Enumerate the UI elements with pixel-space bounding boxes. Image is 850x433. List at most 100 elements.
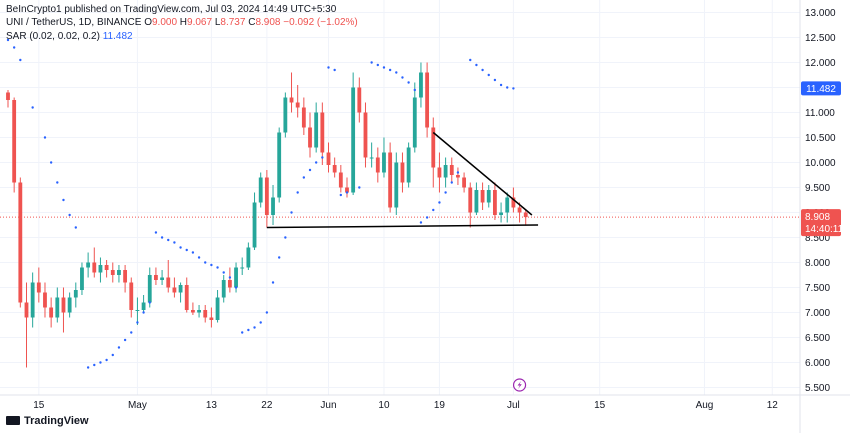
candle (49, 297, 54, 328)
candle (92, 247, 97, 278)
sar-dot (302, 176, 306, 179)
candle (345, 177, 349, 198)
sar-dot (142, 311, 145, 314)
candle (172, 277, 177, 298)
sar-price-tag (801, 81, 841, 96)
sar-label: SAR (0.02, 0.02, 0.2) (6, 31, 100, 42)
candle-body (166, 277, 171, 288)
sar-dot (210, 263, 213, 267)
candle-body (160, 277, 164, 280)
sar-dot (493, 78, 497, 82)
sar-dot (12, 46, 16, 49)
sar-dot (247, 328, 250, 332)
candle-body (55, 297, 60, 318)
sar-dot (333, 68, 336, 72)
sar-dot (148, 301, 151, 304)
x-tick-label: 10 (378, 400, 390, 411)
candle (67, 292, 72, 318)
candle (425, 62, 430, 138)
sar-dot (99, 361, 102, 364)
candle-body (147, 275, 152, 303)
sar-dot (6, 38, 10, 42)
candle-body (203, 310, 208, 318)
sar-legend[interactable]: SAR (0.02, 0.02, 0.2) 11.482 (6, 30, 133, 43)
candle-body (301, 107, 306, 128)
sar-dot (425, 216, 429, 219)
high-value: 9.067 (187, 17, 213, 28)
sar-dot (444, 191, 447, 194)
candle-body (154, 275, 158, 280)
candle-body (215, 297, 220, 320)
candle-body (246, 247, 251, 268)
y-tick-label: 7.000 (805, 308, 830, 319)
candle-body (363, 112, 368, 158)
candle (499, 202, 503, 223)
candle-body (184, 285, 189, 310)
candle-body (431, 127, 436, 168)
candle-body (67, 297, 72, 313)
x-tick-label: 12 (767, 400, 779, 411)
candle (240, 257, 245, 275)
sar-price-tag-label: 11.482 (806, 84, 836, 95)
candle-body (271, 197, 275, 215)
candle-body (227, 280, 232, 288)
candle-body (523, 212, 528, 218)
sar-dot (345, 191, 349, 194)
candle (283, 92, 288, 138)
candle (184, 277, 189, 313)
candle (486, 185, 491, 208)
sar-dot (74, 226, 77, 229)
candle (449, 157, 454, 183)
y-tick-label: 7.500 (805, 283, 830, 294)
sar-dot (43, 136, 47, 139)
candle-body (264, 177, 269, 215)
sar-dot (173, 241, 176, 244)
candle (326, 142, 331, 173)
candle (406, 142, 411, 188)
candle-body (98, 265, 103, 273)
candle (437, 152, 442, 193)
sar-dot (308, 168, 312, 172)
candle-body (92, 262, 97, 273)
sar-dot (296, 191, 299, 194)
sar-dot (432, 208, 435, 212)
candle (104, 260, 109, 278)
resistance-trendline (432, 131, 533, 216)
y-tick-label: 10.000 (805, 158, 836, 169)
y-tick-label: 12.500 (805, 33, 836, 44)
candle (363, 102, 368, 168)
candle (43, 282, 47, 318)
sar-dot (167, 238, 170, 242)
sar-dot (284, 236, 287, 239)
change-value: −0.092 (−1.02%) (283, 17, 358, 28)
sar-dot (321, 156, 324, 159)
candle-body (314, 112, 319, 148)
candle-body (437, 167, 442, 178)
symbol-name[interactable]: UNI / TetherUS, 1D, BINANCE (6, 17, 142, 28)
candle-body (511, 197, 516, 208)
candle (190, 302, 195, 315)
candle-body (73, 290, 78, 298)
candle-body (117, 270, 121, 275)
candle-body (443, 165, 448, 178)
candle-body (505, 197, 510, 213)
tradingview-logo[interactable]: TradingView (6, 415, 89, 427)
sar-dot (253, 326, 256, 329)
candle-body (36, 282, 41, 293)
sar-dot (123, 338, 127, 342)
sar-dot (382, 66, 386, 69)
candle (419, 62, 423, 108)
candle (197, 305, 201, 318)
sar-dot (419, 221, 423, 224)
y-tick-label: 8.500 (805, 233, 830, 244)
candle-body (172, 287, 177, 293)
candle (289, 72, 294, 113)
sar-dot (376, 63, 380, 67)
sar-dot (512, 87, 515, 90)
candle (320, 102, 325, 165)
candle (412, 82, 417, 153)
candle-body (425, 72, 430, 128)
candle-body (499, 212, 503, 215)
candle-body (197, 310, 201, 313)
